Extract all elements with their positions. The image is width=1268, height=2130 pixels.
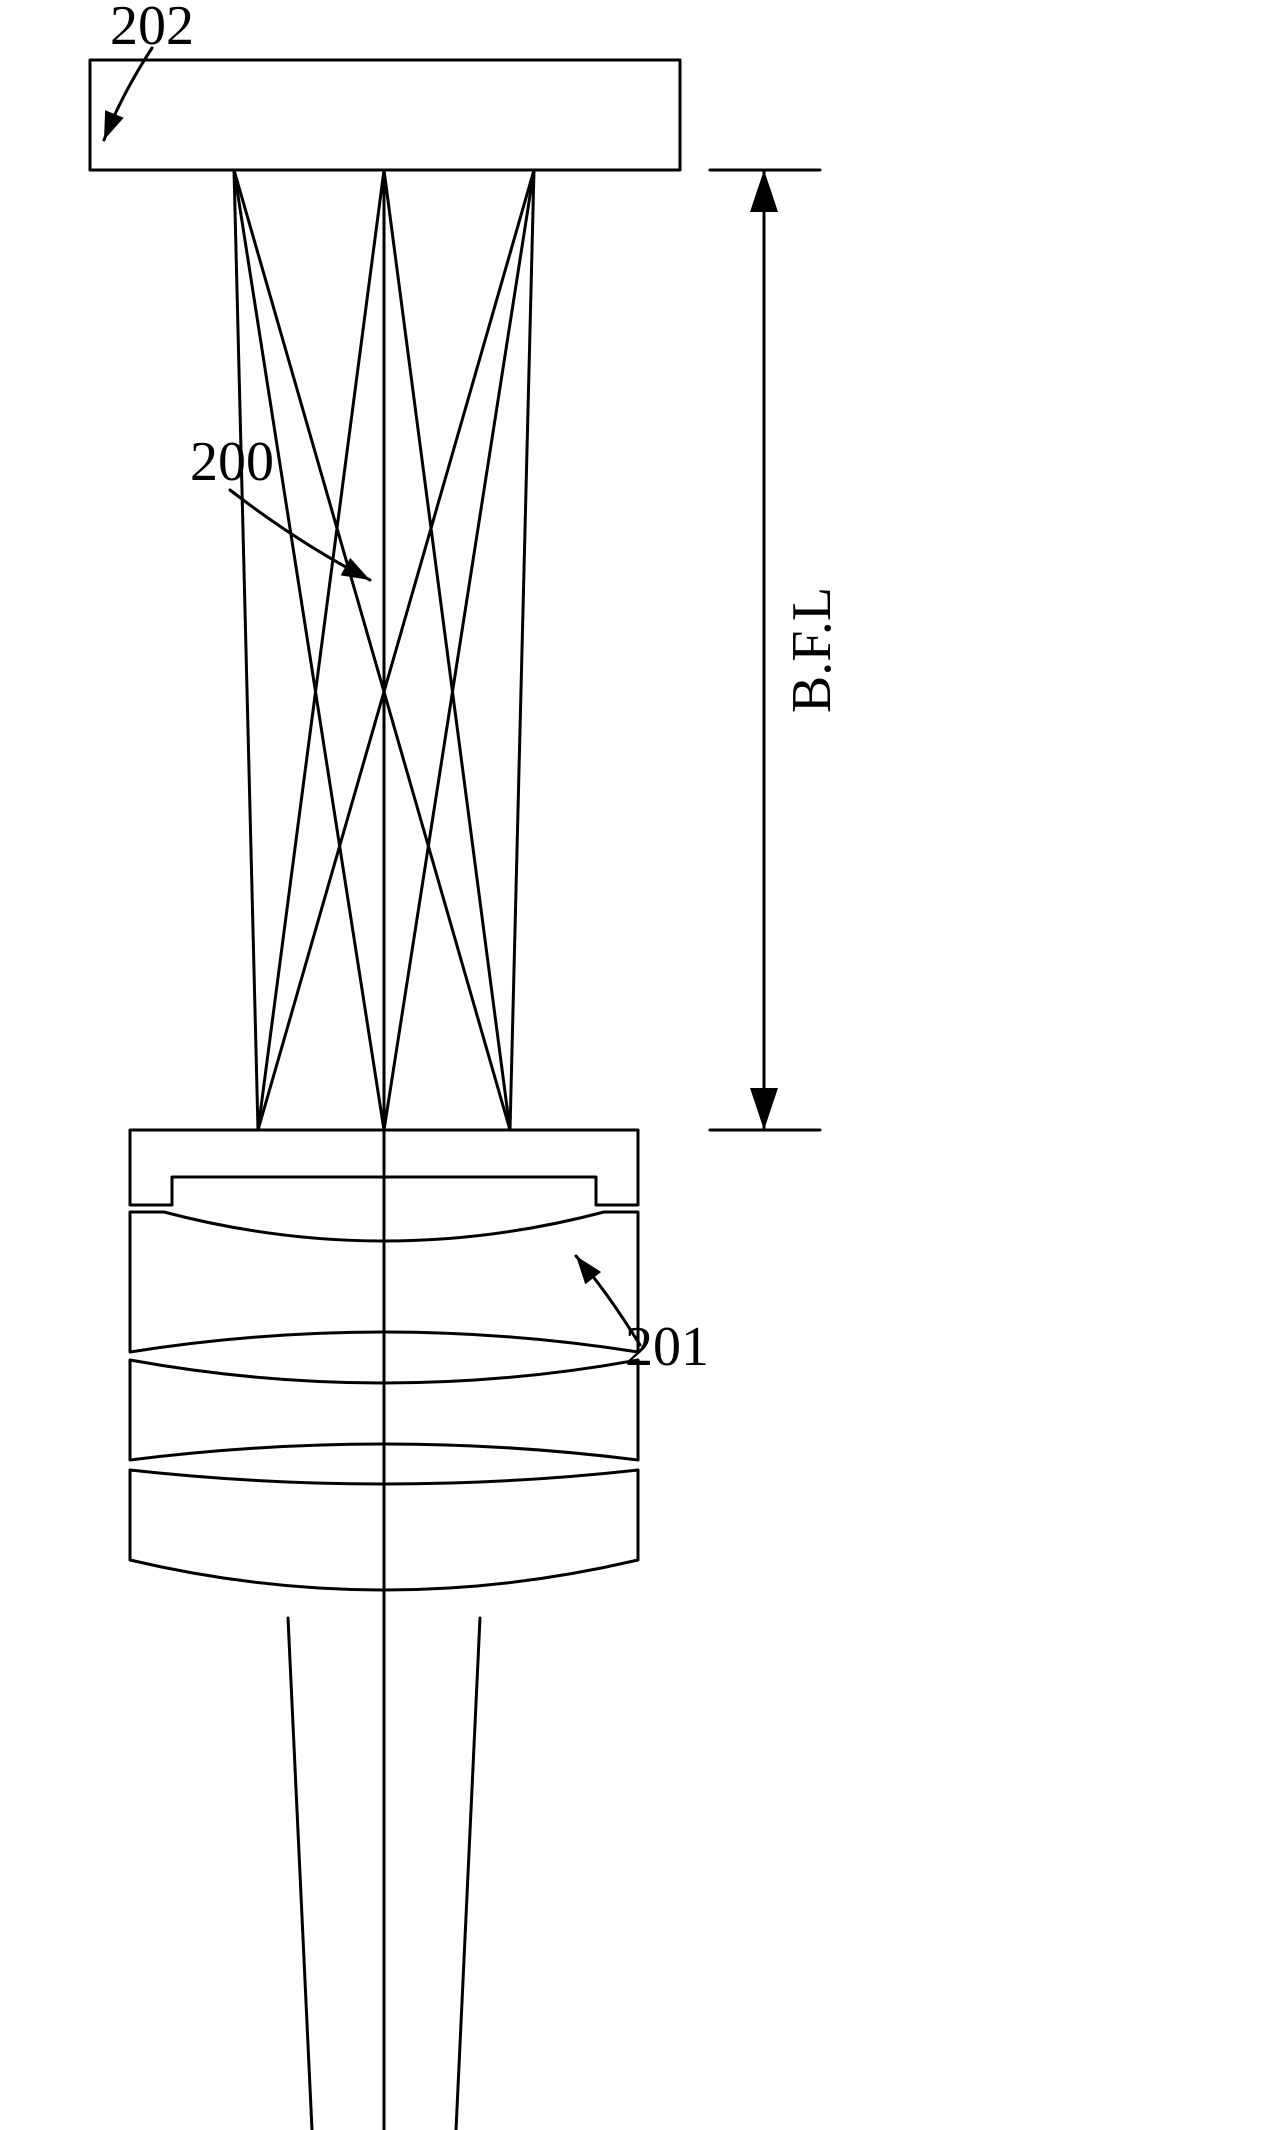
bfl-label: B.F.L <box>781 587 843 713</box>
image-plane-label: 202 <box>110 0 194 57</box>
system-label: 200 <box>190 431 274 493</box>
background <box>0 0 1268 2130</box>
lens-stack-label: 201 <box>625 1316 709 1378</box>
